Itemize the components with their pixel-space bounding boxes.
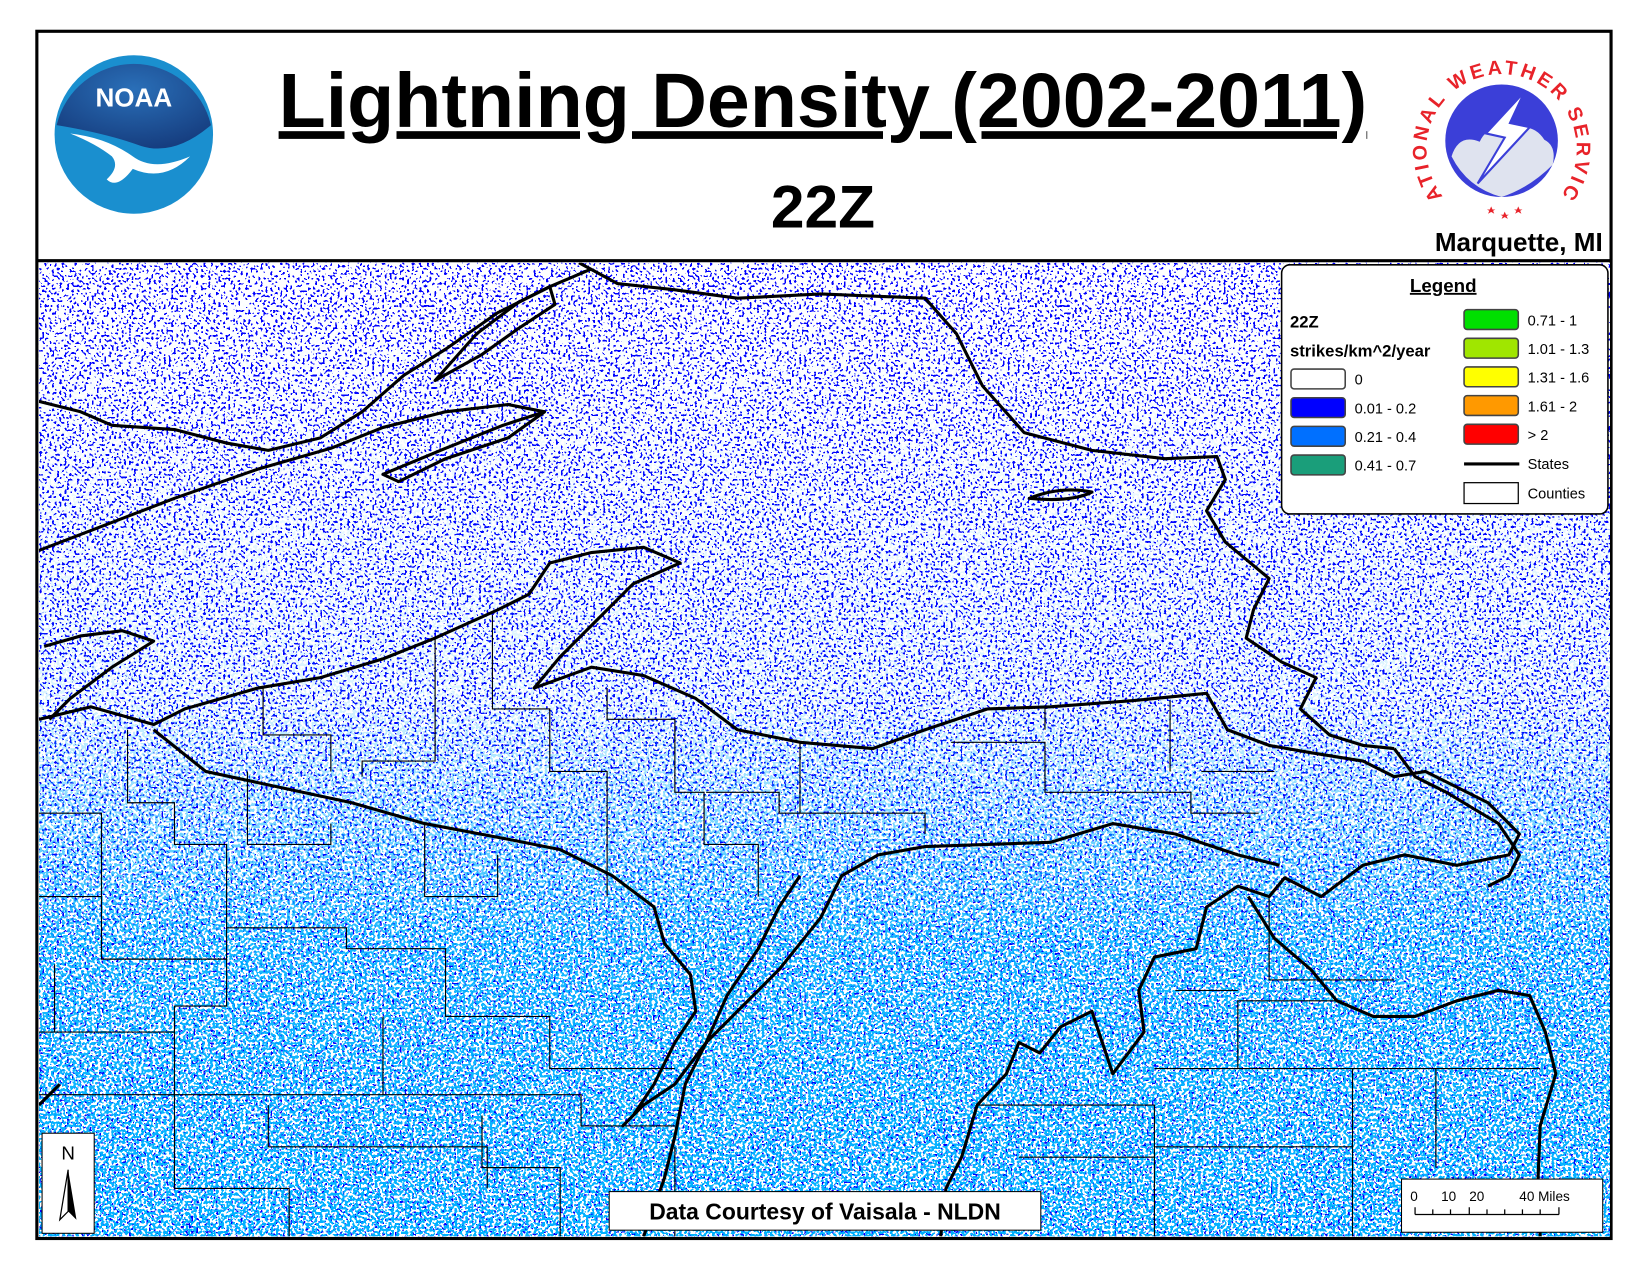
scale-bar: 0 10 20 40 Miles <box>1400 1178 1604 1233</box>
legend-label: 0 <box>1355 373 1363 389</box>
legend-label: 0.41 - 0.7 <box>1355 459 1417 475</box>
legend-label: 0.71 - 1 <box>1528 313 1577 329</box>
legend-swatch <box>1463 394 1520 417</box>
legend-label: > 2 <box>1528 428 1549 444</box>
north-label: N <box>61 1142 75 1163</box>
legend-label: 1.31 - 1.6 <box>1528 371 1590 387</box>
legend-swatch <box>1290 454 1346 476</box>
legend-title: Legend <box>1410 275 1477 296</box>
legend-swatch <box>1463 337 1520 359</box>
north-arrow: N <box>41 1132 95 1234</box>
location: Marquette, MI <box>1435 227 1603 257</box>
county-lines <box>38 615 1541 1237</box>
legend-label: 1.01 - 1.3 <box>1528 342 1590 358</box>
subtitle: 22Z <box>771 172 875 240</box>
legend-swatch <box>1290 396 1346 419</box>
legend-county-box <box>1463 482 1519 505</box>
legend-swatch <box>1463 423 1520 445</box>
legend: Legend 22Z strikes/km^2/year 0 0.01 - 0.2… <box>1280 264 1609 515</box>
scale-label: 0 <box>1410 1189 1418 1204</box>
legend-label: 1.61 - 2 <box>1528 399 1577 415</box>
legend-label: 0.01 - 0.2 <box>1355 401 1417 417</box>
title: Lightning Density (2002-2011) <box>279 58 1368 144</box>
scale-label: 40 Miles <box>1519 1189 1570 1204</box>
legend-line-label: States <box>1528 457 1569 473</box>
credit-box: Data Courtesy of Vaisala - NLDN <box>608 1191 1042 1231</box>
legend-swatch <box>1290 368 1346 390</box>
noaa-logo-text: NOAA <box>95 82 172 112</box>
legend-units: strikes/km^2/year <box>1290 342 1431 361</box>
noaa-logo: NOAA <box>54 55 214 214</box>
legend-line-label: Counties <box>1528 486 1586 502</box>
scale-label: 10 <box>1441 1189 1456 1204</box>
legend-label: 0.21 - 0.4 <box>1355 430 1417 446</box>
legend-swatch <box>1463 366 1520 388</box>
legend-swatch <box>1290 425 1346 447</box>
credit: Data Courtesy of Vaisala - NLDN <box>649 1199 1001 1225</box>
scale-label: 20 <box>1469 1189 1484 1204</box>
legend-period: 22Z <box>1290 312 1319 331</box>
legend-swatch <box>1463 308 1520 331</box>
